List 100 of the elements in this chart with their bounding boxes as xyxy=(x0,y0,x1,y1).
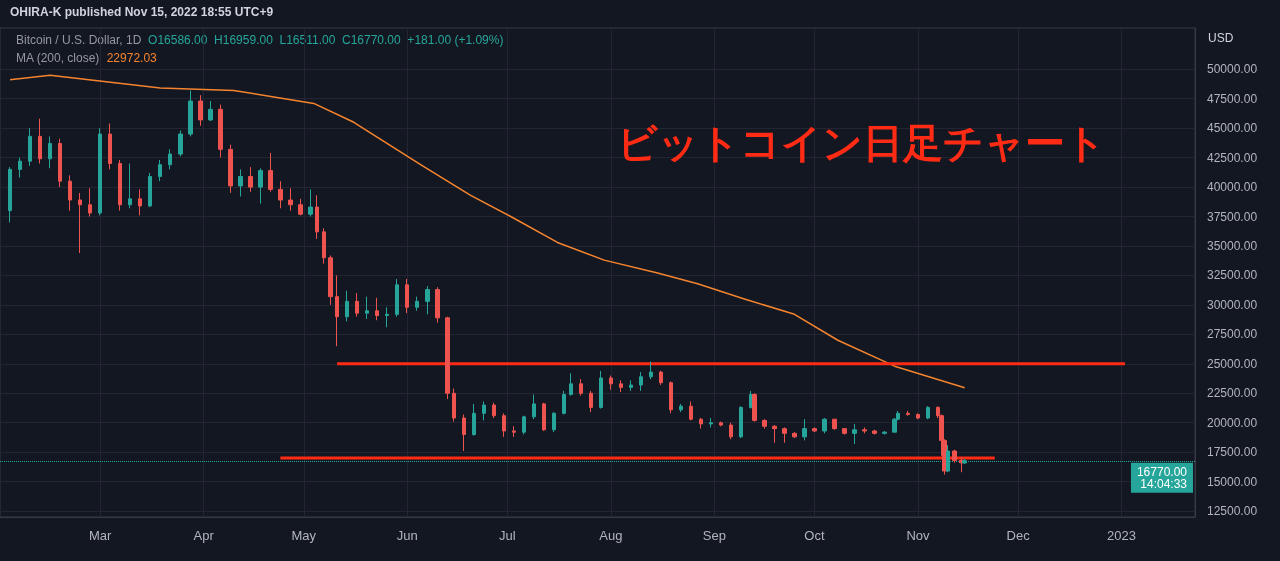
candlestick xyxy=(178,130,183,157)
candlestick xyxy=(98,127,102,216)
y-tick-label: 42500.00 xyxy=(1207,150,1258,165)
candlestick xyxy=(248,166,253,193)
candlestick xyxy=(158,159,162,182)
candlestick xyxy=(482,401,486,421)
candlestick xyxy=(542,402,546,432)
candlestick xyxy=(18,157,22,179)
candlestick xyxy=(198,94,203,127)
x-tick-label: Apr xyxy=(193,528,215,543)
candlestick xyxy=(659,370,663,386)
candlestick xyxy=(599,370,603,410)
candlestick xyxy=(345,290,349,322)
candlestick xyxy=(719,421,723,427)
candlestick xyxy=(822,417,827,434)
candlestick xyxy=(629,379,633,392)
candlestick xyxy=(208,100,213,122)
candlestick xyxy=(278,180,283,209)
candlestick xyxy=(415,296,419,312)
chart-subtitle: Bitcoin / U.S. Dollar, 1D xyxy=(16,33,142,47)
candlestick xyxy=(802,418,807,441)
y-tick-label: 40000.00 xyxy=(1207,180,1258,195)
y-tick-label: 30000.00 xyxy=(1207,297,1258,312)
candlestick xyxy=(699,417,703,430)
candlestick xyxy=(355,292,359,318)
candlestick xyxy=(812,426,817,433)
candlestick xyxy=(258,167,263,205)
candlestick xyxy=(552,411,556,433)
candlestick xyxy=(445,316,450,400)
candlestick xyxy=(762,418,767,430)
annotation: 22972.03 xyxy=(106,51,158,65)
candlestick xyxy=(315,194,319,240)
candlestick xyxy=(639,371,643,392)
y-axis-title: USD xyxy=(1208,31,1234,45)
candlestick xyxy=(852,423,857,445)
candlestick xyxy=(322,227,326,265)
candlestick xyxy=(569,372,573,397)
candlestick xyxy=(118,159,122,212)
candlestick xyxy=(365,296,369,320)
candlestick xyxy=(752,392,757,423)
candlestick xyxy=(916,412,920,420)
candlestick xyxy=(669,380,673,414)
candlestick xyxy=(619,379,623,393)
ref-line-label: 16770.00 xyxy=(1136,464,1188,479)
x-tick-label: Jun xyxy=(396,528,418,543)
y-tick-label: 17500.00 xyxy=(1207,445,1258,460)
candlestick xyxy=(435,286,440,324)
y-tick-label: 50000.00 xyxy=(1207,62,1258,77)
candlestick xyxy=(138,188,142,216)
candlestick xyxy=(906,410,910,417)
series-label: MA (200, close) xyxy=(16,51,100,65)
candlestick xyxy=(862,426,867,434)
candlestick xyxy=(739,405,743,439)
x-tick-label: May xyxy=(291,528,317,543)
candlestick xyxy=(425,285,430,315)
candlestick xyxy=(8,166,12,223)
candlestick xyxy=(462,413,466,452)
candlestick xyxy=(649,360,653,380)
candlestick xyxy=(689,401,693,421)
candlestick xyxy=(562,390,566,415)
y-tick-label: 12500.00 xyxy=(1207,504,1258,519)
candlestick xyxy=(38,118,42,165)
candlestick xyxy=(68,174,72,212)
candlestick xyxy=(218,104,223,159)
candlestick xyxy=(532,393,536,420)
candlestick xyxy=(579,378,583,397)
y-tick-label: 20000.00 xyxy=(1207,415,1258,430)
candlestick xyxy=(375,297,379,321)
candlestick xyxy=(385,306,389,328)
candlestick xyxy=(832,418,837,431)
candlestick xyxy=(58,138,62,188)
candlestick xyxy=(472,403,476,437)
candlestick xyxy=(926,405,930,420)
candlestick xyxy=(48,135,52,169)
x-tick-label: Mar xyxy=(88,528,112,543)
candlestick xyxy=(405,278,409,314)
candlestick xyxy=(709,417,713,428)
candlestick xyxy=(238,168,243,197)
candlestick xyxy=(395,278,399,318)
y-tick-label: 37500.00 xyxy=(1207,209,1258,224)
annotation: O16586.00 H16959.00 L16511.00 C16770.00 +181.00 (+1.09%) xyxy=(148,33,504,47)
x-tick-label: Nov xyxy=(906,528,930,543)
x-tick-label: Aug xyxy=(599,528,623,543)
y-tick-label: 15000.00 xyxy=(1207,474,1258,489)
candlestick xyxy=(772,424,777,444)
candlestick xyxy=(512,425,516,438)
candlestick xyxy=(335,274,339,347)
candlestick xyxy=(492,402,496,419)
candlestick xyxy=(522,415,526,436)
candlestick xyxy=(108,122,112,170)
candlestick xyxy=(952,449,957,464)
candlestick xyxy=(128,163,132,209)
candlestick xyxy=(288,187,293,212)
y-tick-label: 25000.00 xyxy=(1207,356,1258,371)
candlestick xyxy=(679,403,683,413)
text: OHIRA-K published Nov 15, 2022 18:55 UTC+9 xyxy=(10,5,274,19)
y-tick-label: 22500.00 xyxy=(1207,386,1258,401)
candlestick xyxy=(589,390,593,413)
y-tick-label: 45000.00 xyxy=(1207,121,1258,136)
x-tick-label: Jul xyxy=(499,528,516,543)
